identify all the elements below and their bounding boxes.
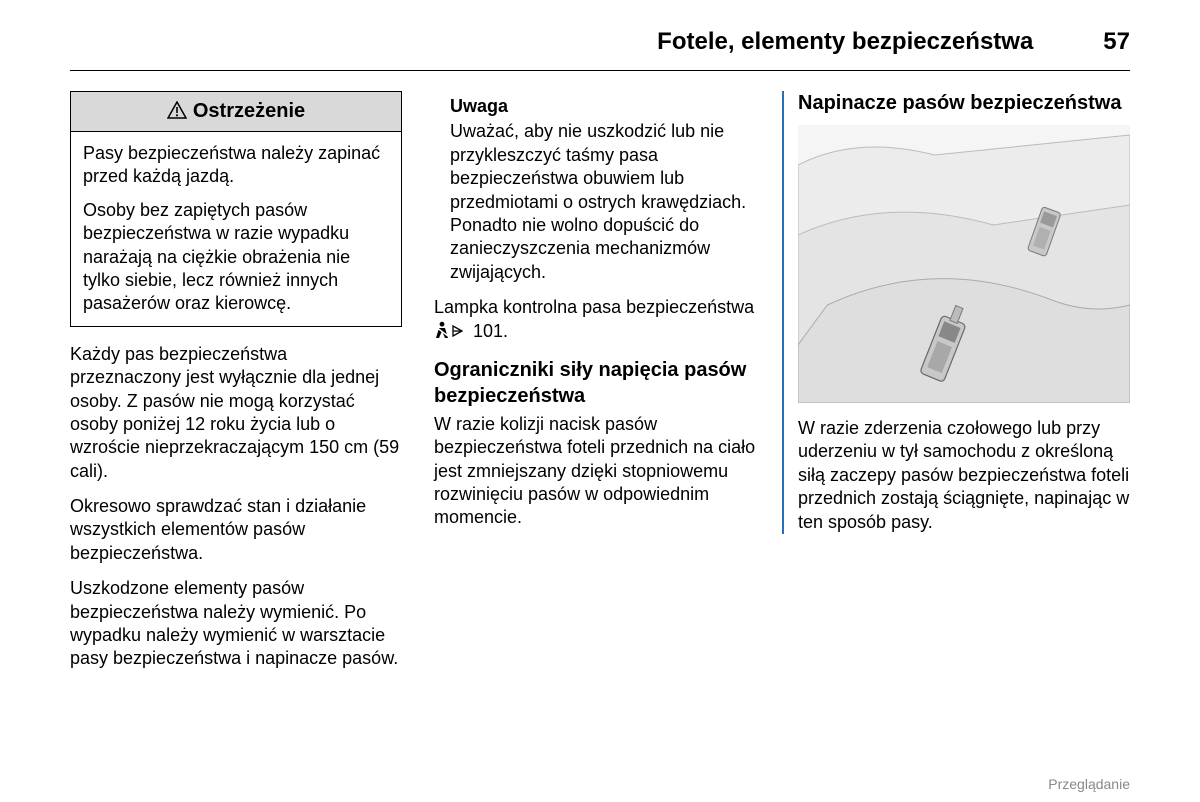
warning-text-1: Pasy bezpieczeństwa należy zapinać przed… [83, 142, 389, 189]
warning-triangle-icon [167, 101, 187, 122]
note-block: Uwaga Uważać, aby nie uszkodzić lub nie … [450, 95, 766, 284]
col1-p3: Uszkodzone elementy pasów bezpieczeństwa… [70, 577, 402, 671]
chapter-title: Fotele, elementy bezpieczeństwa [657, 28, 1033, 56]
warning-body: Pasy bezpieczeństwa należy zapinać przed… [71, 132, 401, 326]
lamp-line: Lampka kontrolna pasa bezpieczeństwa 101… [434, 296, 766, 345]
content-columns: Ostrzeżenie Pasy bezpieczeństwa należy z… [70, 91, 1130, 683]
page-ref-arrow-icon [451, 321, 467, 344]
warning-box: Ostrzeżenie Pasy bezpieczeństwa należy z… [70, 91, 402, 327]
column-3: Napinacze pasów bezpieczeństwa [798, 91, 1130, 683]
lamp-ref: 101. [468, 321, 508, 341]
col1-body: Każdy pas bezpieczeństwa przeznaczony je… [70, 343, 402, 671]
col3-body: W razie zderzenia czołowego lub przy ude… [798, 417, 1130, 534]
note-body: Uważać, aby nie uszkodzić lub nie przykl… [450, 120, 766, 284]
note-title: Uwaga [450, 95, 766, 118]
warning-text-2: Osoby bez zapiętych pasów bezpieczeństwa… [83, 199, 389, 316]
col3-body-text: W razie zderzenia czołowego lub przy ude… [798, 417, 1130, 534]
warning-header: Ostrzeżenie [71, 92, 401, 132]
col1-p2: Okresowo sprawdzać stan i działanie wszy… [70, 495, 402, 565]
col2-body: Uwaga Uważać, aby nie uszkodzić lub nie … [434, 95, 766, 530]
col2-section-body: W razie kolizji nacisk pasów bezpieczeńs… [434, 413, 766, 530]
col2-section-title: Ograniczniki siły napięcia pasów bezpiec… [434, 357, 766, 409]
column-1: Ostrzeżenie Pasy bezpieczeństwa należy z… [70, 91, 402, 683]
col1-p1: Każdy pas bezpieczeństwa przeznaczony je… [70, 343, 402, 483]
seatbelt-buckle-figure [798, 125, 1130, 403]
footer-label: Przeglądanie [1048, 776, 1130, 792]
lamp-prefix: Lampka kontrolna pasa bezpieczeństwa [434, 297, 754, 317]
col3-title: Napinacze pasów bezpieczeństwa [798, 91, 1130, 115]
page-header: Fotele, elementy bezpieczeństwa 57 [70, 28, 1130, 71]
manual-page: Fotele, elementy bezpieczeństwa 57 Ostrz… [0, 0, 1200, 802]
col3-accent-block: Napinacze pasów bezpieczeństwa [782, 91, 1130, 534]
seatbelt-icon [434, 321, 450, 345]
warning-title: Ostrzeżenie [193, 100, 305, 123]
column-2: Uwaga Uważać, aby nie uszkodzić lub nie … [434, 91, 766, 683]
page-number: 57 [1103, 28, 1130, 56]
